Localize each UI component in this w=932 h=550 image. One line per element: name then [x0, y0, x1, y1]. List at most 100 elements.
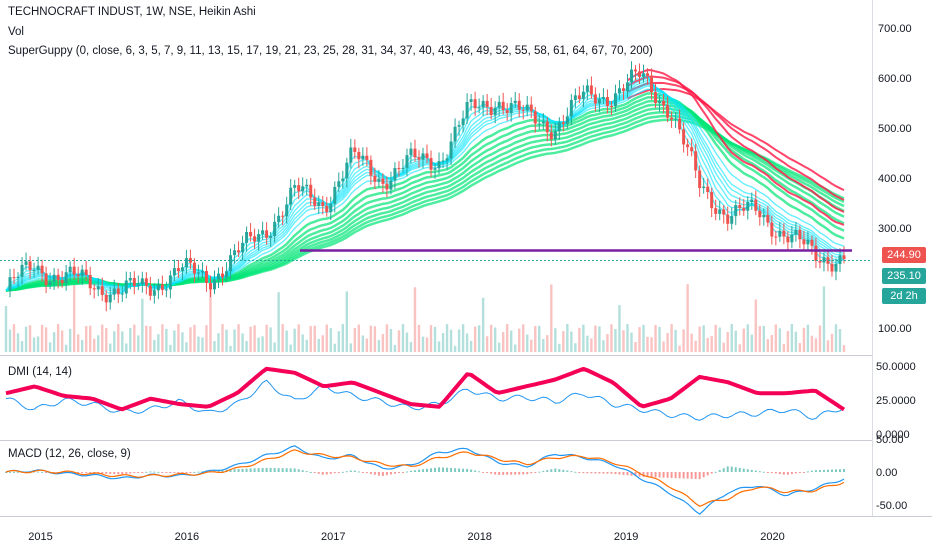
symbol-legend[interactable]: TECHNOCRAFT INDUST, 1W, NSE, Heikin Ashi	[8, 6, 256, 18]
candle-body	[597, 98, 601, 104]
macd-legend[interactable]: MACD (12, 26, close, 9)	[8, 448, 131, 460]
macd-histogram-bar	[742, 468, 745, 472]
candle-body	[726, 214, 730, 224]
volume-bar	[289, 344, 292, 352]
macd-histogram-bar	[145, 471, 148, 473]
candle-body	[156, 284, 160, 291]
volume-bar	[445, 324, 449, 352]
macd-histogram-bar	[778, 472, 781, 475]
macd-histogram-bar	[165, 472, 168, 473]
volume-bar	[441, 333, 445, 352]
time-tick-label: 2019	[614, 531, 638, 543]
macd-histogram-bar	[385, 472, 388, 476]
volume-bar	[193, 324, 196, 352]
candle-body	[834, 263, 838, 272]
macd-histogram-bar	[353, 470, 356, 472]
volume-bar	[197, 336, 200, 352]
macd-histogram-bar	[522, 472, 525, 475]
macd-histogram-bar	[614, 472, 617, 475]
volume-bar	[638, 327, 641, 352]
candle-body	[417, 157, 421, 160]
volume-legend[interactable]: Vol	[8, 26, 24, 38]
volume-bar	[750, 334, 753, 352]
candle-body	[257, 234, 261, 242]
candle-body	[762, 214, 766, 218]
volume-bar	[337, 331, 340, 352]
volume-bar	[429, 325, 433, 352]
macd-histogram-bar	[594, 472, 597, 474]
candle-body	[638, 71, 642, 77]
macd-histogram-bar	[486, 472, 489, 473]
candle-body	[273, 221, 277, 237]
macd-histogram-bar	[285, 468, 288, 472]
candle-body	[168, 275, 172, 290]
volume-bar	[149, 326, 152, 352]
candle-body	[642, 73, 646, 77]
macd-histogram-bar	[149, 471, 152, 473]
candle-body	[601, 97, 605, 99]
volume-bar	[718, 327, 721, 352]
macd-histogram-bar	[678, 472, 681, 479]
volume-bar	[60, 330, 64, 352]
volume-bar	[622, 330, 625, 352]
candle-body	[565, 116, 569, 124]
candle-body	[794, 229, 798, 235]
candle-body	[625, 82, 629, 92]
macd-histogram-bar	[293, 468, 296, 472]
macd-histogram-bar	[826, 469, 829, 472]
macd-histogram-bar	[37, 471, 40, 473]
candle-body	[738, 205, 742, 208]
candle-body	[782, 230, 786, 237]
candle-body	[798, 229, 802, 240]
macd-histogram-bar	[309, 472, 312, 473]
candle-body	[730, 216, 734, 224]
candle-body	[192, 262, 196, 274]
macd-histogram-bar	[843, 469, 845, 472]
macd-histogram-bar	[622, 472, 625, 475]
candle-body	[682, 129, 686, 145]
macd-histogram-bar	[682, 472, 685, 479]
macd-histogram-bar	[369, 472, 372, 474]
volume-bar	[489, 324, 493, 352]
candle-body	[116, 288, 120, 295]
volume-bar	[694, 340, 697, 352]
macd-histogram-bar	[113, 472, 116, 475]
candle-body	[281, 215, 285, 217]
volume-bar	[798, 343, 802, 352]
macd-histogram-bar	[542, 470, 545, 472]
macd-histogram-bar	[426, 468, 429, 472]
macd-histogram-bar	[706, 472, 709, 476]
dmi-legend[interactable]: DMI (14, 14)	[8, 366, 72, 378]
volume-bar	[826, 340, 830, 352]
volume-bar	[253, 325, 256, 352]
macd-histogram-bar	[201, 471, 204, 473]
volume-bar	[421, 336, 425, 352]
macd-histogram-bar	[806, 471, 809, 473]
macd-histogram-bar	[590, 472, 593, 474]
candle-body	[241, 242, 245, 253]
macd-histogram-bar	[478, 471, 481, 473]
macd-histogram-bar	[734, 467, 737, 472]
volume-bar	[790, 324, 794, 352]
volume-bar	[125, 343, 128, 352]
volume-bar	[413, 287, 417, 352]
macd-histogram-bar	[181, 472, 184, 473]
superguppy-legend[interactable]: SuperGuppy (0, close, 6, 3, 5, 7, 9, 11,…	[8, 45, 653, 57]
bar-countdown-badge: 2d 2h	[882, 288, 926, 304]
candle-body	[429, 158, 433, 170]
candle-body	[533, 111, 537, 124]
volume-bar	[582, 324, 585, 352]
candle-body	[80, 269, 84, 277]
macd-histogram-bar	[281, 468, 284, 472]
macd-histogram-bar	[393, 472, 396, 474]
candle-body	[609, 105, 613, 107]
candle-body	[529, 104, 533, 112]
macd-histogram-bar	[269, 467, 272, 472]
macd-histogram-bar	[602, 472, 605, 474]
macd-histogram-bar	[474, 470, 477, 472]
macd-histogram-bar	[534, 472, 537, 473]
candle-body	[401, 167, 405, 169]
volume-bar	[485, 336, 489, 352]
candle-body	[605, 97, 609, 106]
macd-histogram-bar	[77, 472, 80, 474]
